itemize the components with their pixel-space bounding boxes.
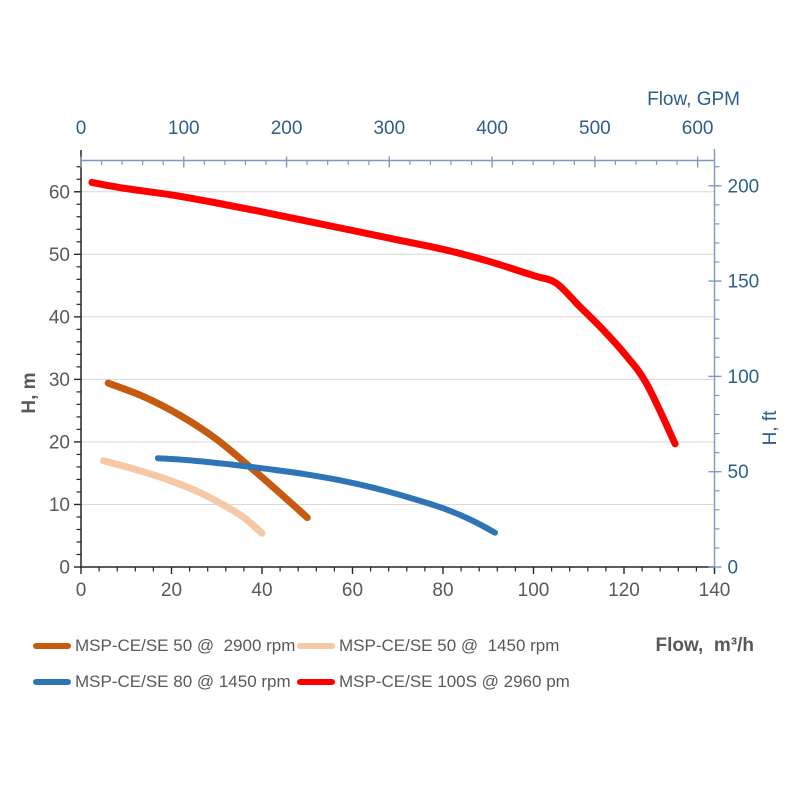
bottom-tick-label: 40 <box>251 580 272 601</box>
top-tick-label: 100 <box>168 118 200 139</box>
legend-swatch <box>297 679 335 685</box>
left-tick-label: 50 <box>49 245 70 266</box>
bottom-tick-label: 60 <box>342 580 363 601</box>
top-tick-label: 400 <box>476 118 508 139</box>
top-tick-label: 600 <box>682 118 714 139</box>
right-tick-label: 150 <box>728 272 760 293</box>
top-tick-label: 0 <box>76 118 87 139</box>
left-tick-label: 0 <box>59 558 70 579</box>
bottom-tick-label: 20 <box>161 580 182 601</box>
bottom-tick-label: 100 <box>518 580 550 601</box>
bottom-tick-label: 0 <box>76 580 87 601</box>
top-axis-title: Flow, GPM <box>647 89 740 110</box>
series-curve-msp-ce-se-80-1450-rpm <box>154 455 498 536</box>
bottom-tick-label: 120 <box>608 580 640 601</box>
bottom-axis-title: Flow, m³/h <box>655 635 754 656</box>
left-tick-label: 30 <box>49 370 70 391</box>
right-tick-label: 100 <box>728 367 760 388</box>
left-tick-label: 20 <box>49 432 70 453</box>
left-tick-label: 10 <box>49 495 70 516</box>
bottom-tick-label: 140 <box>699 580 731 601</box>
legend-label: MSP-CE/SE 50 @ 1450 rpm <box>339 636 560 655</box>
legend-label: MSP-CE/SE 80 @ 1450 rpm <box>75 672 291 691</box>
legend-swatch <box>297 643 335 649</box>
series-curve-msp-ce-se-50-2900-rpm <box>104 379 311 522</box>
series-curve-msp-ce-se-100s-2960-pm <box>88 178 679 448</box>
top-tick-label: 500 <box>579 118 611 139</box>
top-tick-label: 300 <box>373 118 405 139</box>
bottom-tick-label: 80 <box>432 580 453 601</box>
left-tick-label: 60 <box>49 182 70 203</box>
top-tick-label: 200 <box>271 118 303 139</box>
legend-item: MSP-CE/SE 100S @ 2960 pm <box>297 672 570 692</box>
right-tick-label: 200 <box>728 176 760 197</box>
right-axis-title: H, ft <box>760 410 781 446</box>
legend-swatch <box>33 679 71 685</box>
series-curve-msp-ce-se-50-1450-rpm <box>100 457 266 537</box>
legend-label: MSP-CE/SE 100S @ 2960 pm <box>339 672 570 691</box>
legend-item: MSP-CE/SE 50 @ 2900 rpm <box>33 636 295 656</box>
right-tick-label: 50 <box>728 462 749 483</box>
left-axis-title: H, m <box>19 372 40 414</box>
legend-item: MSP-CE/SE 80 @ 1450 rpm <box>33 672 291 692</box>
right-tick-label: 0 <box>728 558 739 579</box>
left-tick-label: 40 <box>49 307 70 328</box>
legend-item: MSP-CE/SE 50 @ 1450 rpm <box>297 636 559 656</box>
legend-label: MSP-CE/SE 50 @ 2900 rpm <box>75 636 296 655</box>
legend-swatch <box>33 643 71 649</box>
